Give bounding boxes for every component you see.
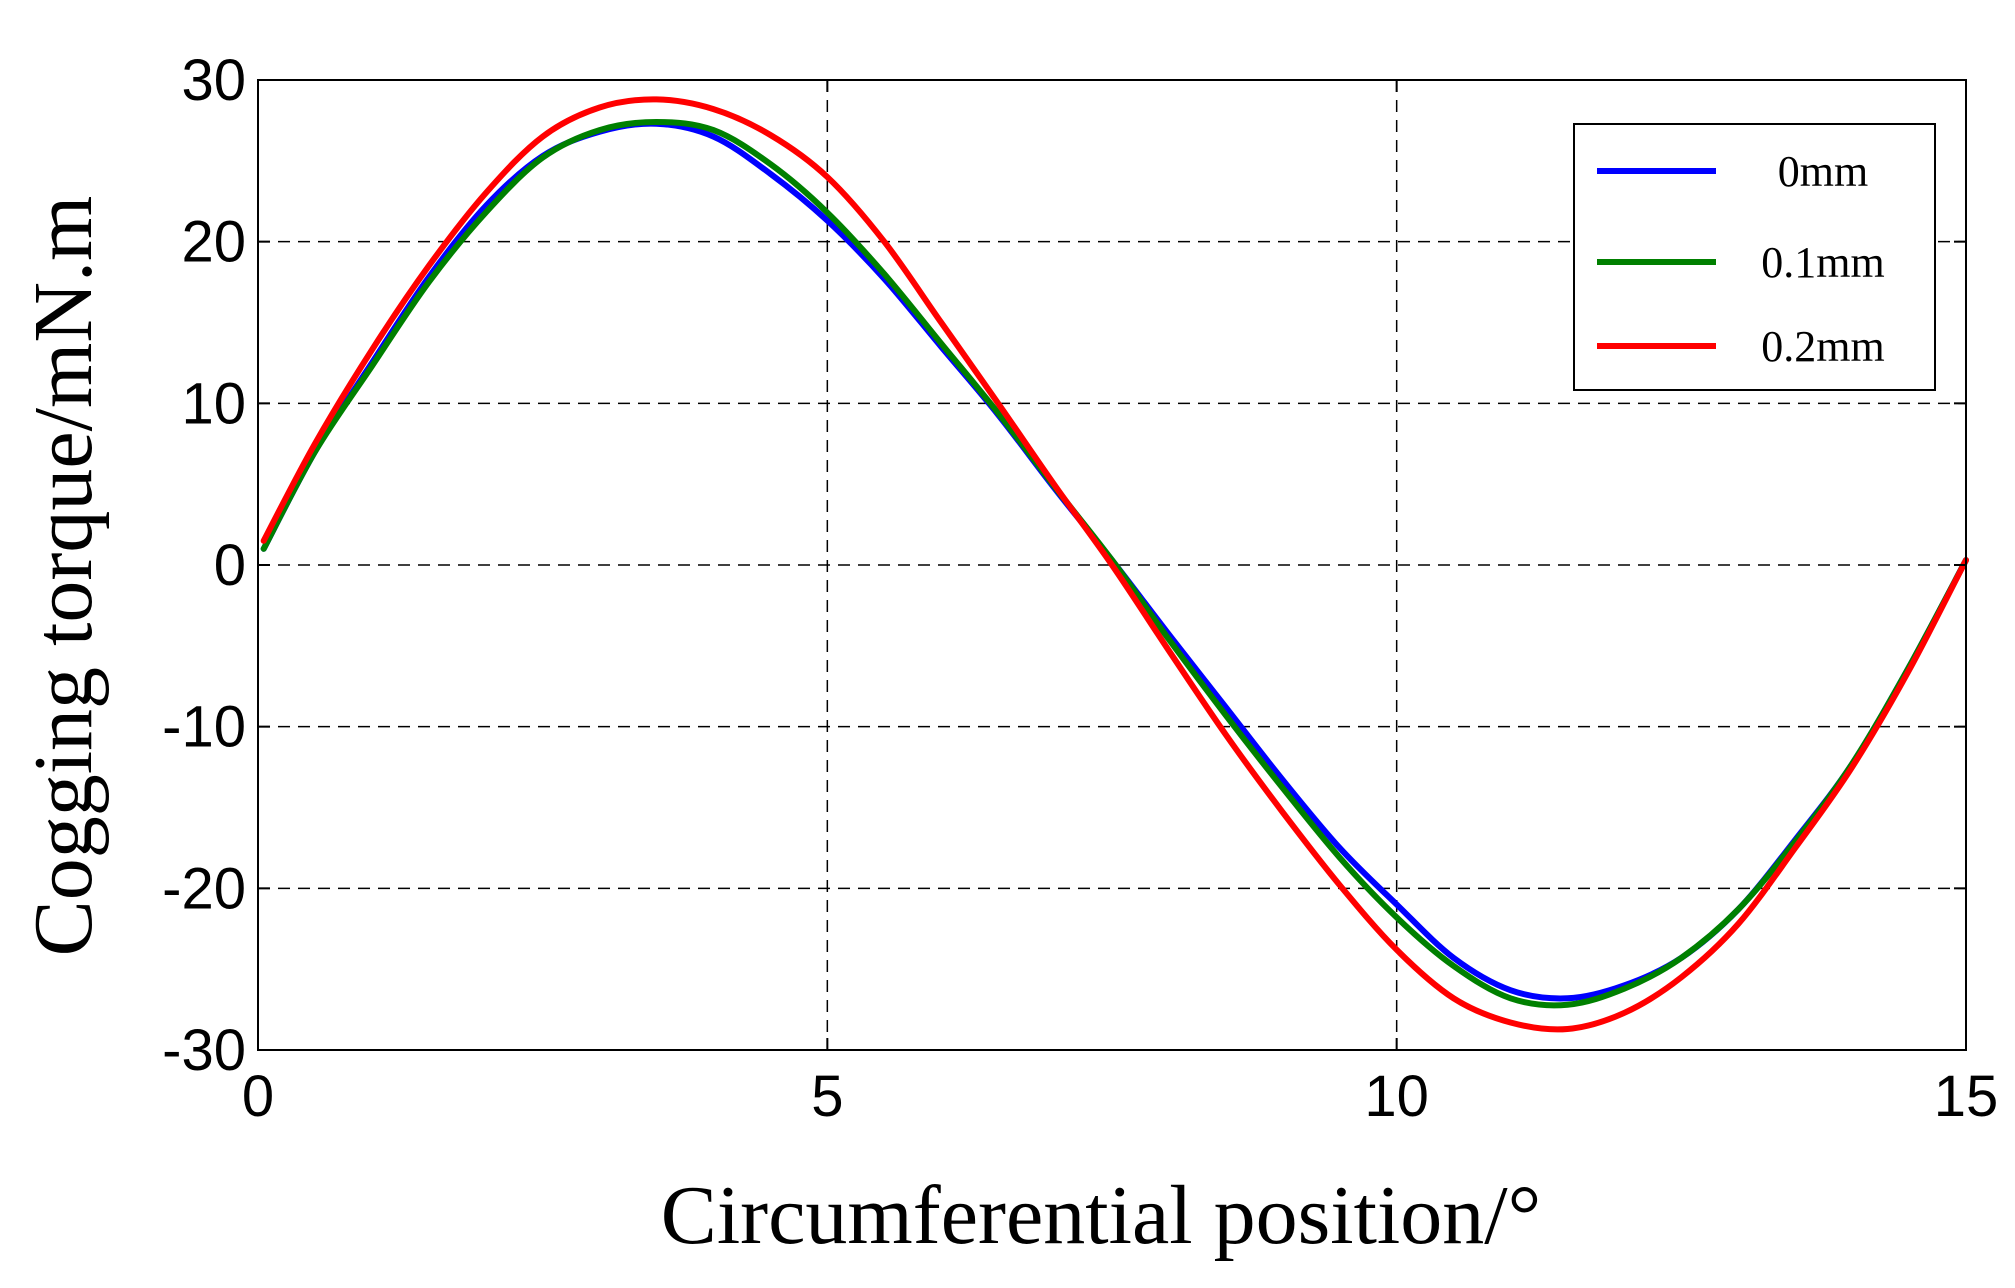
y-tick-label: 30 — [181, 48, 246, 113]
y-tick-label: 10 — [181, 371, 246, 436]
x-tick-label: 0 — [242, 1064, 274, 1129]
y-tick-label: 20 — [181, 210, 246, 275]
series-line-0-2mm — [260, 96, 1969, 1033]
legend-label-0-2mm: 0.2mm — [1761, 322, 1884, 371]
y-tick-label: -20 — [162, 856, 246, 921]
series-lines — [260, 96, 1969, 1033]
x-tick-label: 15 — [1934, 1064, 1999, 1129]
legend-label-0mm: 0mm — [1778, 147, 1868, 196]
y-tick-label: -10 — [162, 695, 246, 760]
y-tick-label: 0 — [214, 533, 246, 598]
x-tick-label: 5 — [811, 1064, 843, 1129]
y-axis-title: Cogging torque/mN.m — [17, 196, 110, 957]
legend: 0mm 0.1mm 0.2mm — [1573, 123, 1936, 391]
axis-ticks: 0 5 10 15 30 20 10 0 -10 -20 -30 — [162, 48, 1998, 1129]
y-tick-label: -30 — [162, 1018, 246, 1083]
x-axis-title: Circumferential position/° — [661, 1169, 1541, 1262]
x-tick-label: 10 — [1364, 1064, 1429, 1129]
legend-label-0-1mm: 0.1mm — [1761, 238, 1884, 287]
